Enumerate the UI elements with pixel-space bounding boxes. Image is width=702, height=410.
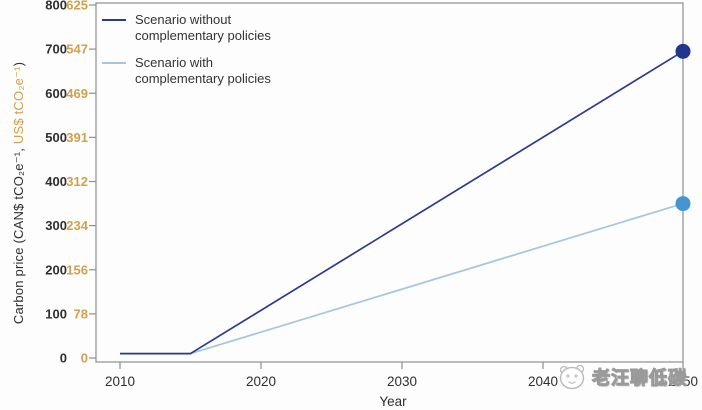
y-axis-label-usd: US$ tCO₂e⁻¹ (11, 66, 26, 145)
y-tick-label-usd: 0 (81, 351, 88, 366)
y-axis-label-close: ) (11, 61, 26, 67)
y-tick-label-usd: 312 (66, 174, 88, 189)
y-tick-label-usd: 234 (66, 218, 88, 233)
x-tick-label: 2040 (528, 374, 558, 389)
legend-label-with-line2: complementary policies (135, 71, 271, 86)
legend-label-with: Scenario with complementary policies (135, 55, 271, 87)
y-axis-label: Carbon price (CAN$ tCO₂e⁻¹, US$ tCO₂e⁻¹) (11, 53, 27, 333)
legend: Scenario without complementary policies S… (102, 12, 271, 98)
y-tick-label-can: 300 (45, 218, 67, 233)
legend-label-without: Scenario without complementary policies (135, 12, 271, 44)
y-tick-label-can: 0 (60, 351, 67, 366)
y-tick-label-can: 500 (45, 130, 67, 145)
x-tick-label: 2010 (105, 374, 135, 389)
series-line-without-policies (120, 50, 684, 355)
legend-entry-without-policies: Scenario without complementary policies (102, 12, 271, 44)
end-marker-without-policies (675, 43, 691, 59)
x-tick-label: 2020 (246, 374, 276, 389)
y-tick-label-usd: 156 (66, 262, 88, 277)
y-tick-label-can: 700 (45, 42, 67, 57)
legend-entry-with-policies: Scenario with complementary policies (102, 55, 271, 87)
y-tick-label-usd: 625 (66, 0, 88, 13)
series-line-with-policies (120, 202, 684, 355)
x-tick-label: 2050 (668, 374, 698, 389)
y-tick-label-can: 200 (45, 262, 67, 277)
legend-line-swatch-without (102, 19, 126, 21)
end-marker-with-policies (675, 196, 691, 212)
y-axis-label-can: Carbon price (CAN$ tCO₂e⁻¹, (11, 144, 26, 325)
y-tick-label-can: 400 (45, 174, 67, 189)
y-tick-label-usd: 78 (74, 306, 88, 321)
x-axis-label: Year (379, 394, 407, 409)
y-tick-label-usd: 469 (66, 86, 88, 101)
y-tick-label-usd: 547 (66, 42, 88, 57)
legend-line-swatch-with (102, 62, 126, 64)
y-tick-label-can: 600 (45, 86, 67, 101)
y-tick-label-can: 800 (45, 0, 67, 13)
legend-label-without-line1: Scenario without (135, 12, 232, 27)
y-tick-label-usd: 391 (66, 130, 88, 145)
y-tick-label-can: 100 (45, 306, 67, 321)
x-tick-label: 2030 (387, 374, 417, 389)
legend-label-without-line2: complementary policies (135, 28, 271, 43)
legend-label-with-line1: Scenario with (135, 55, 214, 70)
plot-frame (95, 2, 684, 363)
